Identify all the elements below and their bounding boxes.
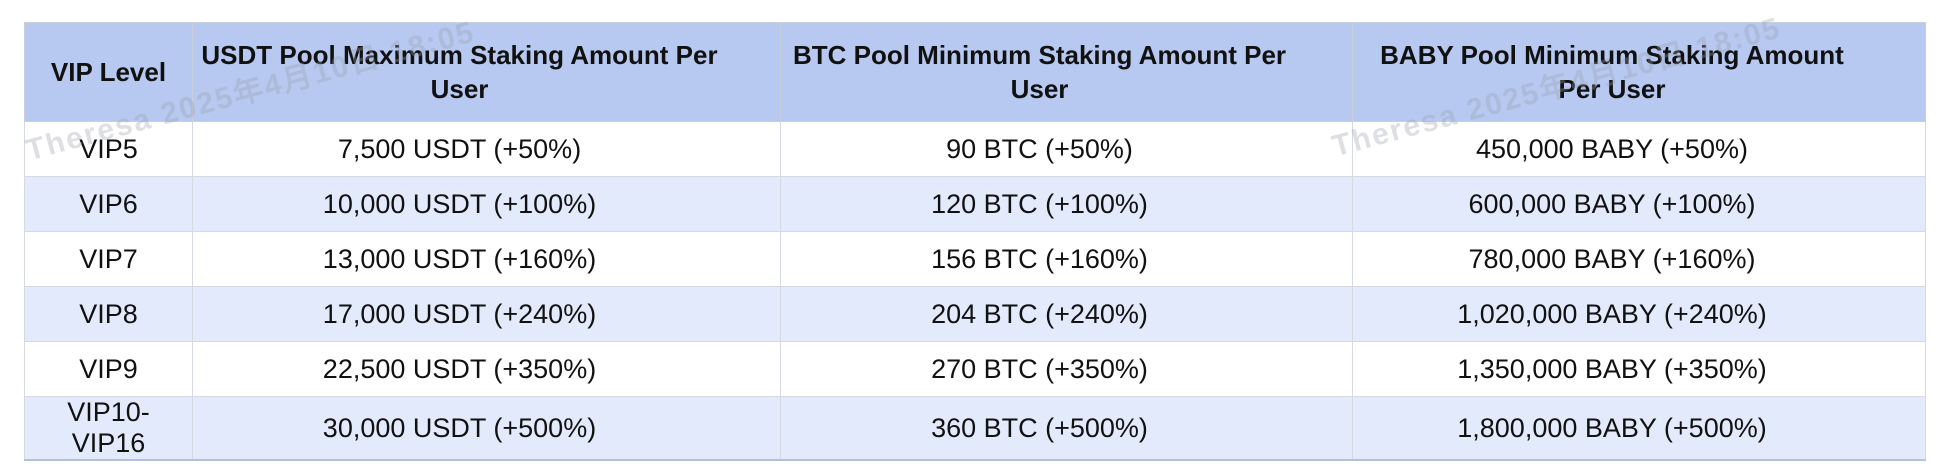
table-row: VIP6 10,000 USDT (+100%) 120 BTC (+100%)… [24,176,1926,232]
cell-usdt-amount: 22,500 USDT (+350%) [192,341,781,397]
cell-vip-level: VIP7 [24,231,193,287]
cell-btc-amount: 156 BTC (+160%) [780,231,1353,287]
table-row: VIP5 7,500 USDT (+50%) 90 BTC (+50%) 450… [24,121,1926,177]
cell-usdt-amount: 13,000 USDT (+160%) [192,231,781,287]
cell-btc-amount: 90 BTC (+50%) [780,121,1353,177]
table-row: VIP8 17,000 USDT (+240%) 204 BTC (+240%)… [24,286,1926,342]
column-header-btc-pool: BTC Pool Minimum Staking Amount Per User [780,22,1353,122]
cell-vip-level: VIP9 [24,341,193,397]
cell-vip-level: VIP10-VIP16 [24,396,193,461]
column-header-vip-level: VIP Level [24,22,193,122]
table-row: VIP10-VIP16 30,000 USDT (+500%) 360 BTC … [24,396,1926,461]
cell-btc-amount: 204 BTC (+240%) [780,286,1353,342]
vip-staking-limits-table: VIP Level USDT Pool Maximum Staking Amou… [24,22,1926,461]
column-header-baby-pool: BABY Pool Minimum Staking Amount Per Use… [1352,22,1926,122]
column-header-usdt-pool: USDT Pool Maximum Staking Amount Per Use… [192,22,781,122]
cell-usdt-amount: 17,000 USDT (+240%) [192,286,781,342]
cell-btc-amount: 120 BTC (+100%) [780,176,1353,232]
cell-btc-amount: 270 BTC (+350%) [780,341,1353,397]
cell-usdt-amount: 10,000 USDT (+100%) [192,176,781,232]
cell-baby-amount: 450,000 BABY (+50%) [1352,121,1926,177]
cell-vip-level: VIP6 [24,176,193,232]
cell-baby-amount: 1,350,000 BABY (+350%) [1352,341,1926,397]
table-row: VIP7 13,000 USDT (+160%) 156 BTC (+160%)… [24,231,1926,287]
cell-btc-amount: 360 BTC (+500%) [780,396,1353,461]
cell-baby-amount: 1,020,000 BABY (+240%) [1352,286,1926,342]
header-row: VIP Level USDT Pool Maximum Staking Amou… [24,22,1926,122]
cell-vip-level: VIP8 [24,286,193,342]
cell-vip-level: VIP5 [24,121,193,177]
cell-usdt-amount: 7,500 USDT (+50%) [192,121,781,177]
cell-baby-amount: 780,000 BABY (+160%) [1352,231,1926,287]
cell-usdt-amount: 30,000 USDT (+500%) [192,396,781,461]
table-row: VIP9 22,500 USDT (+350%) 270 BTC (+350%)… [24,341,1926,397]
cell-baby-amount: 600,000 BABY (+100%) [1352,176,1926,232]
cell-baby-amount: 1,800,000 BABY (+500%) [1352,396,1926,461]
